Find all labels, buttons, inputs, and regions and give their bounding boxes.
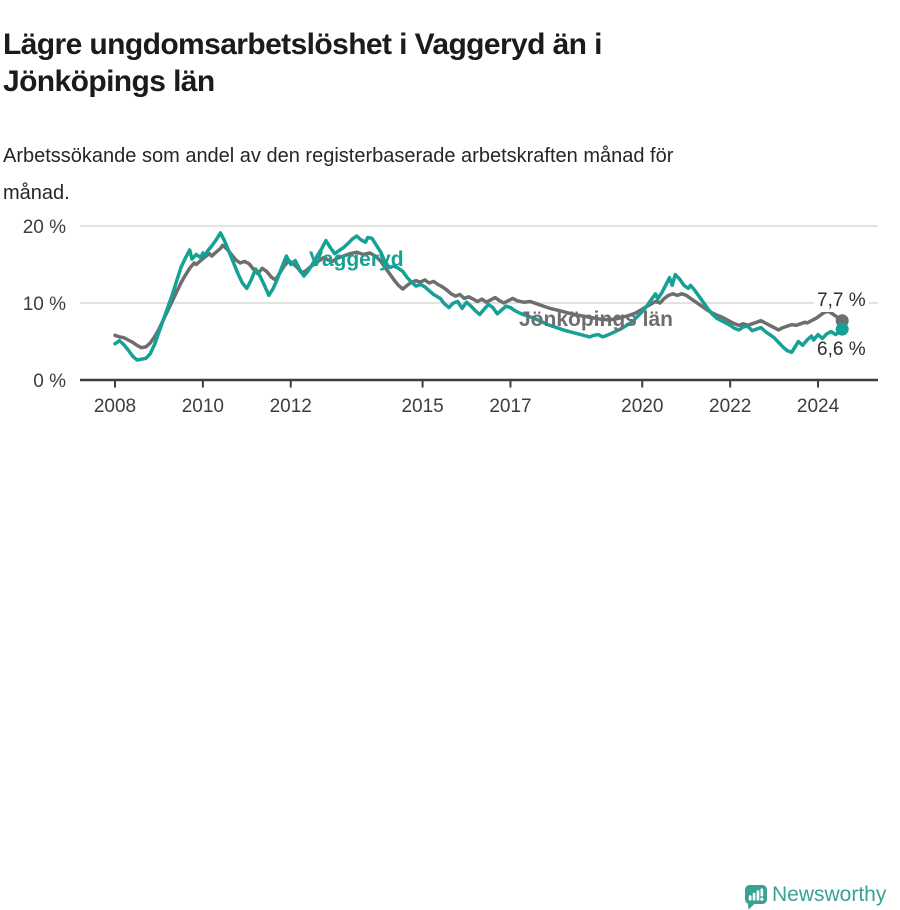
title-line-1: Lägre ungdomsarbetslöshet i Vaggeryd än … xyxy=(3,28,602,62)
end-value-label-vaggeryd: 6,6 % xyxy=(817,339,866,360)
newsworthy-brand-text: Newsworthy xyxy=(772,883,887,906)
y-axis-tick-label: 20 % xyxy=(23,217,66,238)
footer: Newsworthy xyxy=(0,440,900,910)
line-chart: 0 % 10 % 20 % 2008 2010 2012 2015 2017 2020 2022 2… xyxy=(0,200,900,440)
x-axis-tick-label: 2024 xyxy=(797,396,840,417)
series-label-j-nk-pings-l-n: Jönköpings län xyxy=(519,308,674,331)
series-line-vaggeryd xyxy=(113,231,844,362)
x-axis-tick-label: 2022 xyxy=(709,396,751,417)
x-axis-tick-label: 2012 xyxy=(270,396,312,417)
x-axis-tick-label: 2015 xyxy=(401,396,443,417)
x-axis-tick-label: 2017 xyxy=(489,396,531,417)
subtitle-line-1: Arbetssökande som andel av den registerb… xyxy=(3,145,674,167)
chart-subtitle: Arbetssökande som andel av den registerb… xyxy=(3,138,863,212)
y-axis-tick-label: 0 % xyxy=(33,371,66,392)
x-axis-tick-label: 2010 xyxy=(182,396,224,417)
series-end-dot-vaggeryd xyxy=(835,322,849,336)
infographic: { "title": { "lines": ["Lägre ungdomsarb… xyxy=(0,26,900,910)
y-axis-tick-label: 10 % xyxy=(23,294,66,315)
title-line-2: Jönköpings län xyxy=(3,65,215,99)
newsworthy-logo-icon xyxy=(745,885,767,910)
end-value-label-j-nk-pings-l-n: 7,7 % xyxy=(814,290,869,312)
series-label-vaggeryd: Vaggeryd xyxy=(309,248,404,271)
series-line-j-nk-pings-l-n xyxy=(113,243,844,350)
x-axis-tick-label: 2008 xyxy=(94,396,136,417)
chart-canvas: 0 % 10 % 20 % 2008 2010 2012 2015 2017 2020 2022 2… xyxy=(23,217,878,417)
subtitle-line-2: månad. xyxy=(3,182,70,204)
x-axis-tick-label: 2020 xyxy=(621,396,663,417)
page-title: Lägre ungdomsarbetslöshet i Vaggeryd än … xyxy=(3,26,863,100)
